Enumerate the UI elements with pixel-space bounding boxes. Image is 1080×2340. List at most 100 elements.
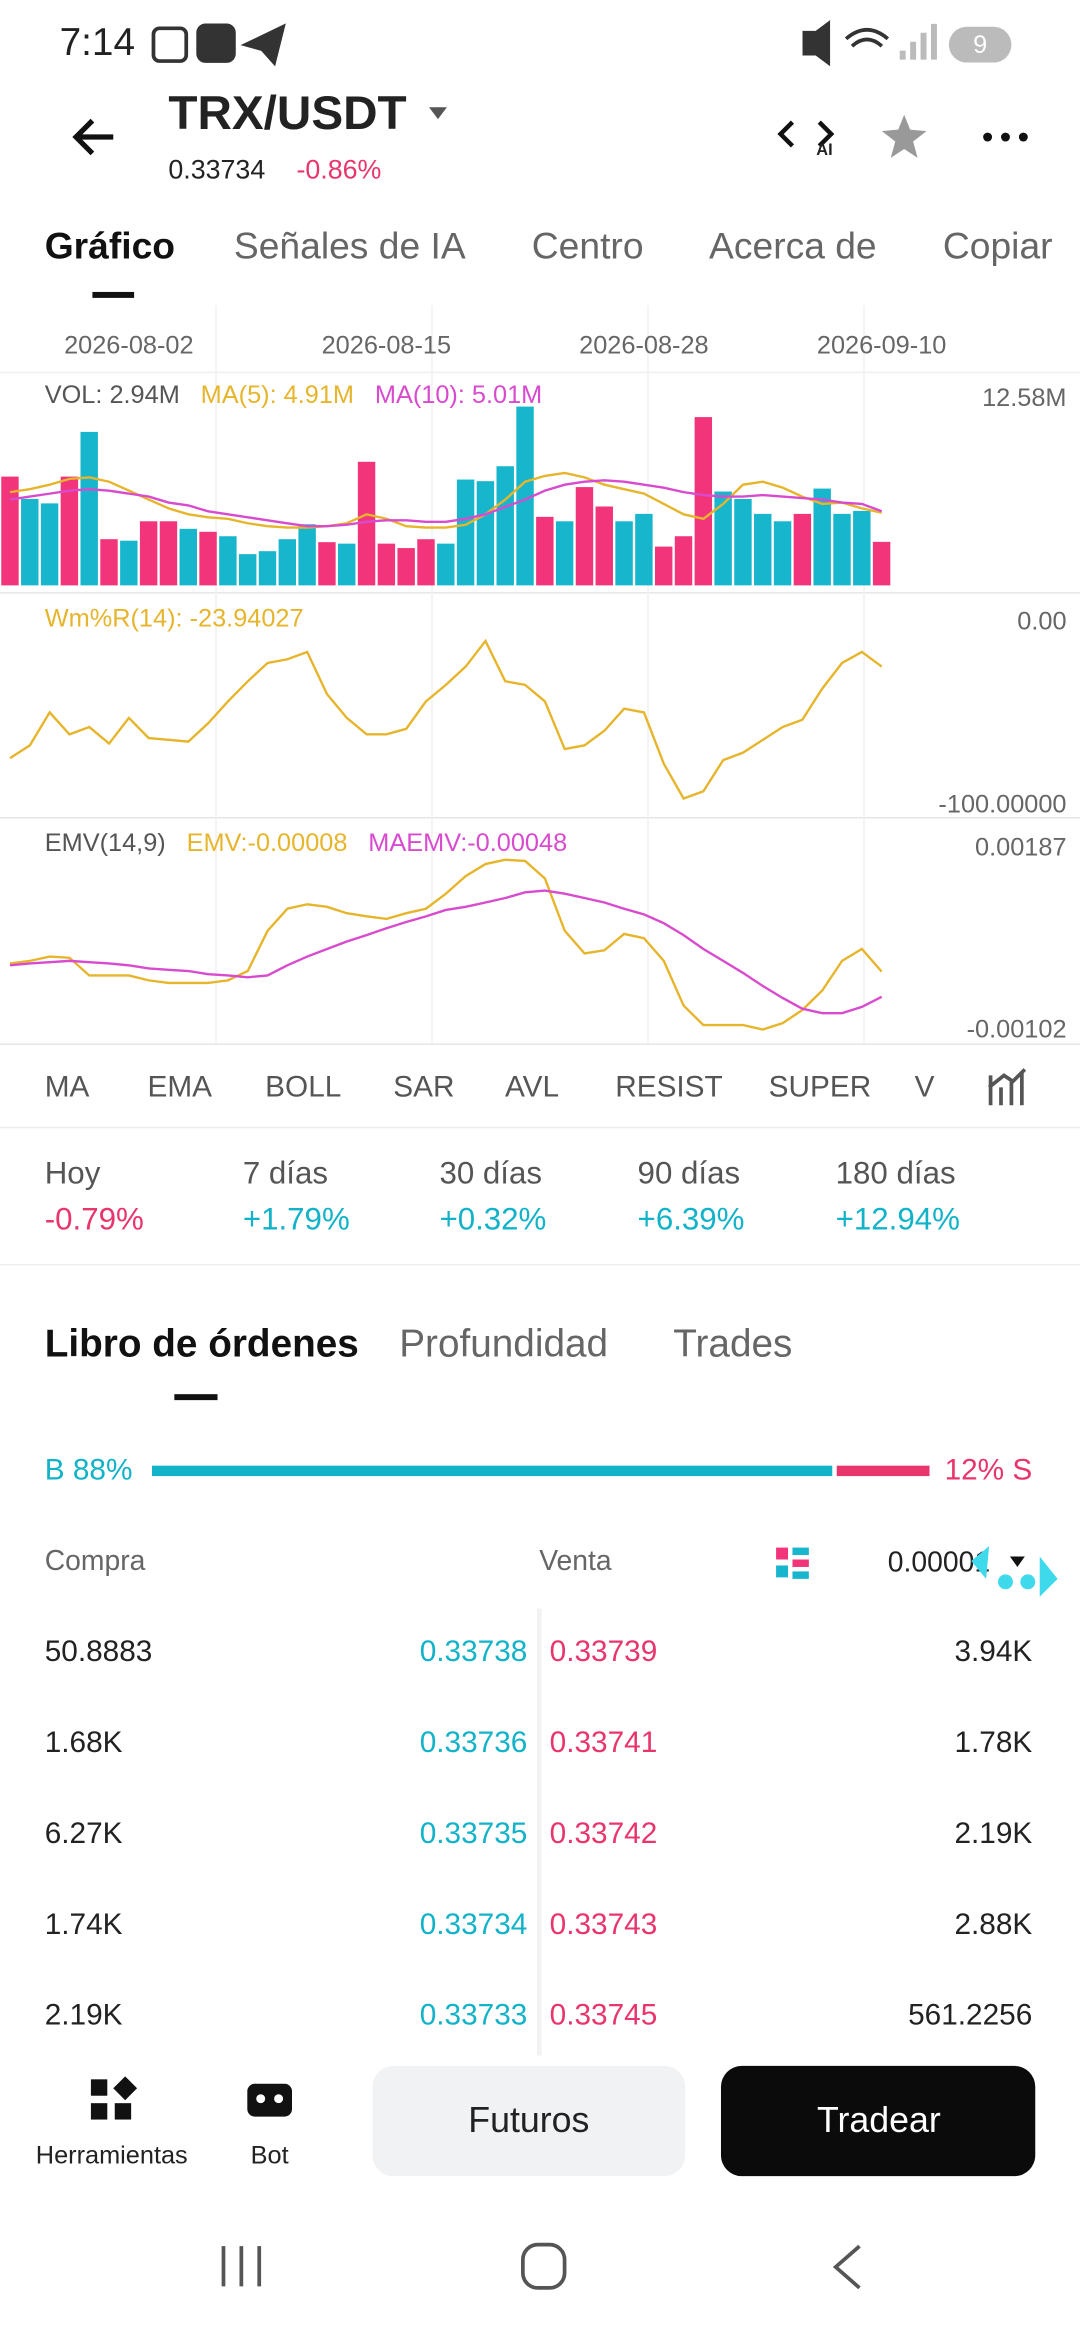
- period-label: Hoy: [45, 1155, 101, 1190]
- tab[interactable]: Señales de IA: [234, 225, 466, 267]
- tools-icon[interactable]: [90, 2076, 138, 2120]
- volume-bar: [872, 541, 891, 586]
- volume-bar: [80, 431, 98, 586]
- bid-size: 50.8883: [45, 1635, 153, 1668]
- volume-bar: [278, 539, 297, 586]
- ask-price: 0.33739: [550, 1635, 658, 1668]
- period-label: 90 días: [638, 1155, 741, 1190]
- legend-entry: EMV(14,9): [45, 829, 166, 857]
- bot-label[interactable]: Bot: [251, 2141, 289, 2169]
- bid-size: 2.19K: [45, 1999, 123, 2032]
- volume-bar: [674, 536, 693, 586]
- tab[interactable]: Centro: [532, 225, 644, 267]
- sell-share-bar: [836, 1465, 930, 1477]
- volume-bar: [734, 498, 752, 586]
- indicator-option[interactable]: RESIST: [615, 1071, 723, 1104]
- y-tick-label: 0.00: [1017, 607, 1066, 635]
- volume-bar: [773, 521, 792, 586]
- volume-bar: [318, 542, 336, 586]
- favorite[interactable]: [881, 114, 927, 158]
- pair-dropdown[interactable]: [429, 107, 447, 120]
- volume-bar: [120, 540, 138, 586]
- ai-button[interactable]: AI: [777, 120, 835, 159]
- tools-label[interactable]: Herramientas: [36, 2141, 188, 2169]
- indicator-option[interactable]: MA: [45, 1071, 90, 1104]
- indicator-option[interactable]: EMA: [148, 1071, 213, 1104]
- ask-size: 2.88K: [954, 1908, 1032, 1941]
- indicator-option[interactable]: SAR: [393, 1071, 454, 1104]
- more-menu[interactable]: [983, 132, 1028, 142]
- book-tab[interactable]: Trades: [673, 1323, 792, 1366]
- volume-bar: [635, 513, 653, 586]
- volume-bar: [159, 521, 178, 586]
- volume-bar: [595, 506, 613, 586]
- y-tick-label: -0.00102: [967, 1015, 1067, 1043]
- indicator-line: [9, 889, 883, 1015]
- volume-bar: [397, 548, 415, 586]
- volume-bar: [833, 513, 851, 586]
- x-tick-label: 2026-08-28: [579, 332, 708, 360]
- indicator-option[interactable]: AVL: [505, 1071, 559, 1104]
- column-header: Venta: [539, 1544, 612, 1576]
- ask-size: 3.94K: [954, 1635, 1032, 1668]
- ask-price: 0.33743: [550, 1908, 658, 1941]
- precision-dropdown[interactable]: [1009, 1556, 1025, 1567]
- period-change: +1.79%: [243, 1202, 350, 1237]
- futures-label[interactable]: Futuros: [468, 2100, 589, 2140]
- status-icons: [151, 20, 937, 67]
- indicator-option[interactable]: V: [915, 1071, 935, 1104]
- price-change: -0.86%: [296, 154, 381, 184]
- indicator-option[interactable]: BOLL: [265, 1071, 341, 1104]
- tab[interactable]: Gráfico: [45, 225, 175, 267]
- battery: [948, 26, 1012, 63]
- chart-settings[interactable]: [987, 1068, 1027, 1106]
- x-tick-label: 2026-08-15: [322, 332, 451, 360]
- indicator-line: [9, 858, 883, 1031]
- volume-bar: [536, 516, 554, 586]
- x-tick-label: 2026-08-02: [64, 332, 193, 360]
- volume-bar: [615, 521, 633, 586]
- volume-bar: [456, 479, 475, 586]
- svg-text:AI: AI: [816, 141, 832, 159]
- chart-grid: [0, 305, 1080, 1045]
- tab[interactable]: Acerca de: [709, 225, 877, 267]
- bid-price: 0.33734: [420, 1908, 528, 1941]
- volume-bar: [199, 531, 217, 586]
- volume-bar: [813, 488, 831, 586]
- volume-bar: [417, 539, 435, 586]
- futures-button[interactable]: [372, 2065, 686, 2177]
- ask-price: 0.33742: [550, 1817, 658, 1850]
- legend-entry: VOL: 2.94M: [45, 381, 180, 409]
- period-label: 30 días: [439, 1155, 542, 1190]
- volume-bar: [179, 528, 197, 586]
- volume-bar: [496, 466, 514, 586]
- pair[interactable]: TRX/USDT: [168, 87, 406, 140]
- ask-size: 561.2256: [908, 1999, 1032, 2032]
- x-tick-label: 2026-09-10: [817, 332, 946, 360]
- indicator-option[interactable]: SUPER: [769, 1071, 872, 1104]
- trade-button[interactable]: [720, 2065, 1036, 2177]
- layout-toggle[interactable]: [776, 1547, 809, 1579]
- indicator-line: [9, 638, 883, 800]
- trade-label[interactable]: Tradear: [817, 2100, 941, 2140]
- ask-price: 0.33741: [550, 1726, 658, 1759]
- legend-entry: MAEMV:-0.00048: [368, 829, 567, 857]
- volume-bar: [357, 461, 376, 586]
- period-change: +0.32%: [439, 1202, 546, 1237]
- buy-share-bar: [151, 1465, 833, 1477]
- volume-bar: [793, 513, 812, 586]
- floating-widget[interactable]: [971, 1546, 1058, 1597]
- volume-bar: [377, 543, 396, 586]
- bid-size: 1.74K: [45, 1908, 123, 1941]
- book-tab[interactable]: Profundidad: [399, 1323, 608, 1366]
- y-tick-label: -100.00000: [938, 791, 1066, 819]
- volume-bar: [714, 491, 732, 586]
- volume-bar: [654, 546, 673, 586]
- tab[interactable]: Copiar: [943, 225, 1053, 267]
- volume-bar: [139, 521, 158, 586]
- book-tab[interactable]: Libro de órdenes: [45, 1323, 359, 1366]
- bot-icon[interactable]: [247, 2083, 292, 2117]
- back-button[interactable]: [72, 118, 114, 156]
- ask-price: 0.33745: [550, 1999, 658, 2032]
